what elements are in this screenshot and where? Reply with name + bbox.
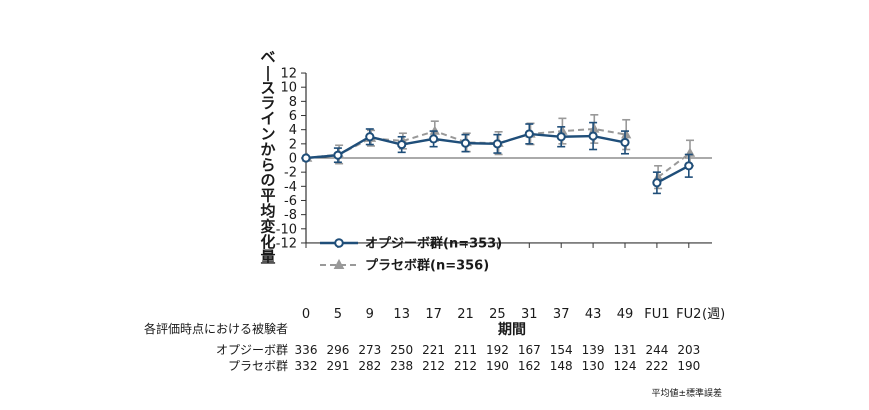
- table-cell: 154: [550, 343, 573, 357]
- data-point: [397, 139, 407, 150]
- legend-marker: [334, 238, 344, 248]
- y-tick-label: -8: [284, 208, 297, 223]
- table-cell: 124: [614, 359, 637, 373]
- legend-label: プラセボ群(n=356): [365, 258, 489, 274]
- table-cell: 139: [582, 343, 605, 357]
- x-axis-unit: (週): [702, 307, 725, 322]
- x-tick-label: 25: [489, 307, 506, 322]
- y-axis-title: ベ|スラインからの平均変化量: [260, 48, 275, 266]
- data-point: [620, 137, 630, 148]
- data-point: [333, 150, 343, 160]
- x-tick-label: FU1: [644, 307, 669, 322]
- table-cell: 203: [677, 343, 700, 357]
- x-tick-label: 31: [521, 307, 538, 322]
- table-row-label: オプジーボ群: [216, 343, 288, 357]
- data-point: [365, 132, 375, 142]
- table-cell: 282: [358, 359, 381, 373]
- table-cell: 273: [358, 343, 381, 357]
- table-cell: 250: [390, 343, 413, 357]
- data-point: [524, 129, 534, 139]
- y-tick-label: -12: [276, 236, 297, 251]
- y-tick-label: -2: [284, 166, 297, 181]
- table-cell: 238: [390, 359, 413, 373]
- x-tick-label: 49: [617, 307, 634, 322]
- table-cell: 190: [486, 359, 509, 373]
- x-tick-label: 5: [334, 307, 342, 322]
- table-row-label: プラセボ群: [228, 359, 288, 373]
- series-group: [301, 114, 696, 195]
- table-cell: 332: [295, 359, 318, 373]
- y-tick-label: 6: [289, 109, 297, 124]
- table-cell: 130: [582, 359, 605, 373]
- table-cell: 244: [645, 343, 668, 357]
- y-tick-label: 2: [289, 137, 297, 152]
- table-cell: 296: [326, 343, 349, 357]
- table-cell: 131: [614, 343, 637, 357]
- table-title: 各評価時点における被験者: [144, 321, 288, 336]
- x-tick-label: 17: [425, 307, 442, 322]
- x-tick-label: 9: [366, 307, 374, 322]
- legend: オプジーボ群(n=353) プラセボ群(n=356): [320, 236, 502, 274]
- y-tick-label: -4: [284, 180, 297, 195]
- data-point: [492, 139, 502, 149]
- data-point: [301, 153, 311, 163]
- table-cell: 212: [454, 359, 477, 373]
- y-tick-label: -10: [276, 222, 297, 237]
- table-cell: 148: [550, 359, 573, 373]
- series-line: [657, 152, 691, 178]
- x-tick-label: 21: [457, 307, 474, 322]
- legend-marker: [333, 258, 345, 269]
- y-tick-label: 8: [289, 95, 297, 110]
- y-tick-label: -6: [284, 194, 297, 209]
- series-line: [307, 127, 627, 159]
- data-point: [429, 134, 439, 144]
- x-tick-label: FU2: [676, 307, 701, 322]
- series-placebo: [302, 114, 696, 190]
- table-cell: 162: [518, 359, 541, 373]
- table-cell: 291: [326, 359, 349, 373]
- data-point: [652, 178, 662, 188]
- y-tick-label: 10: [280, 81, 297, 96]
- x-tick-label: 13: [393, 307, 410, 322]
- series-nivolumab: [301, 121, 694, 195]
- legend-label: オプジーボ群(n=353): [365, 236, 502, 252]
- x-tick-label: 0: [302, 307, 310, 322]
- y-tick-label: 4: [289, 123, 297, 138]
- table-cell: 222: [645, 359, 668, 373]
- table-cell: 221: [422, 343, 445, 357]
- table-cell: 211: [454, 343, 477, 357]
- table-cell: 212: [422, 359, 445, 373]
- y-tick-label: 0: [289, 152, 297, 167]
- y-tick-label: 12: [280, 67, 297, 82]
- x-tick-label: 37: [553, 307, 570, 322]
- series-line: [656, 164, 690, 184]
- data-point: [684, 161, 694, 171]
- table-cell: 192: [486, 343, 509, 357]
- table-cell: 336: [295, 343, 318, 357]
- data-point: [588, 131, 598, 141]
- x-tick-label: 43: [585, 307, 602, 322]
- table-cell: 190: [677, 359, 700, 373]
- data-point: [460, 138, 471, 148]
- data-point: [621, 129, 632, 139]
- footnote: 平均値±標準誤差: [651, 387, 722, 399]
- x-axis-title: 期間: [498, 322, 526, 338]
- table-cell: 167: [518, 343, 541, 357]
- data-point: [556, 132, 566, 142]
